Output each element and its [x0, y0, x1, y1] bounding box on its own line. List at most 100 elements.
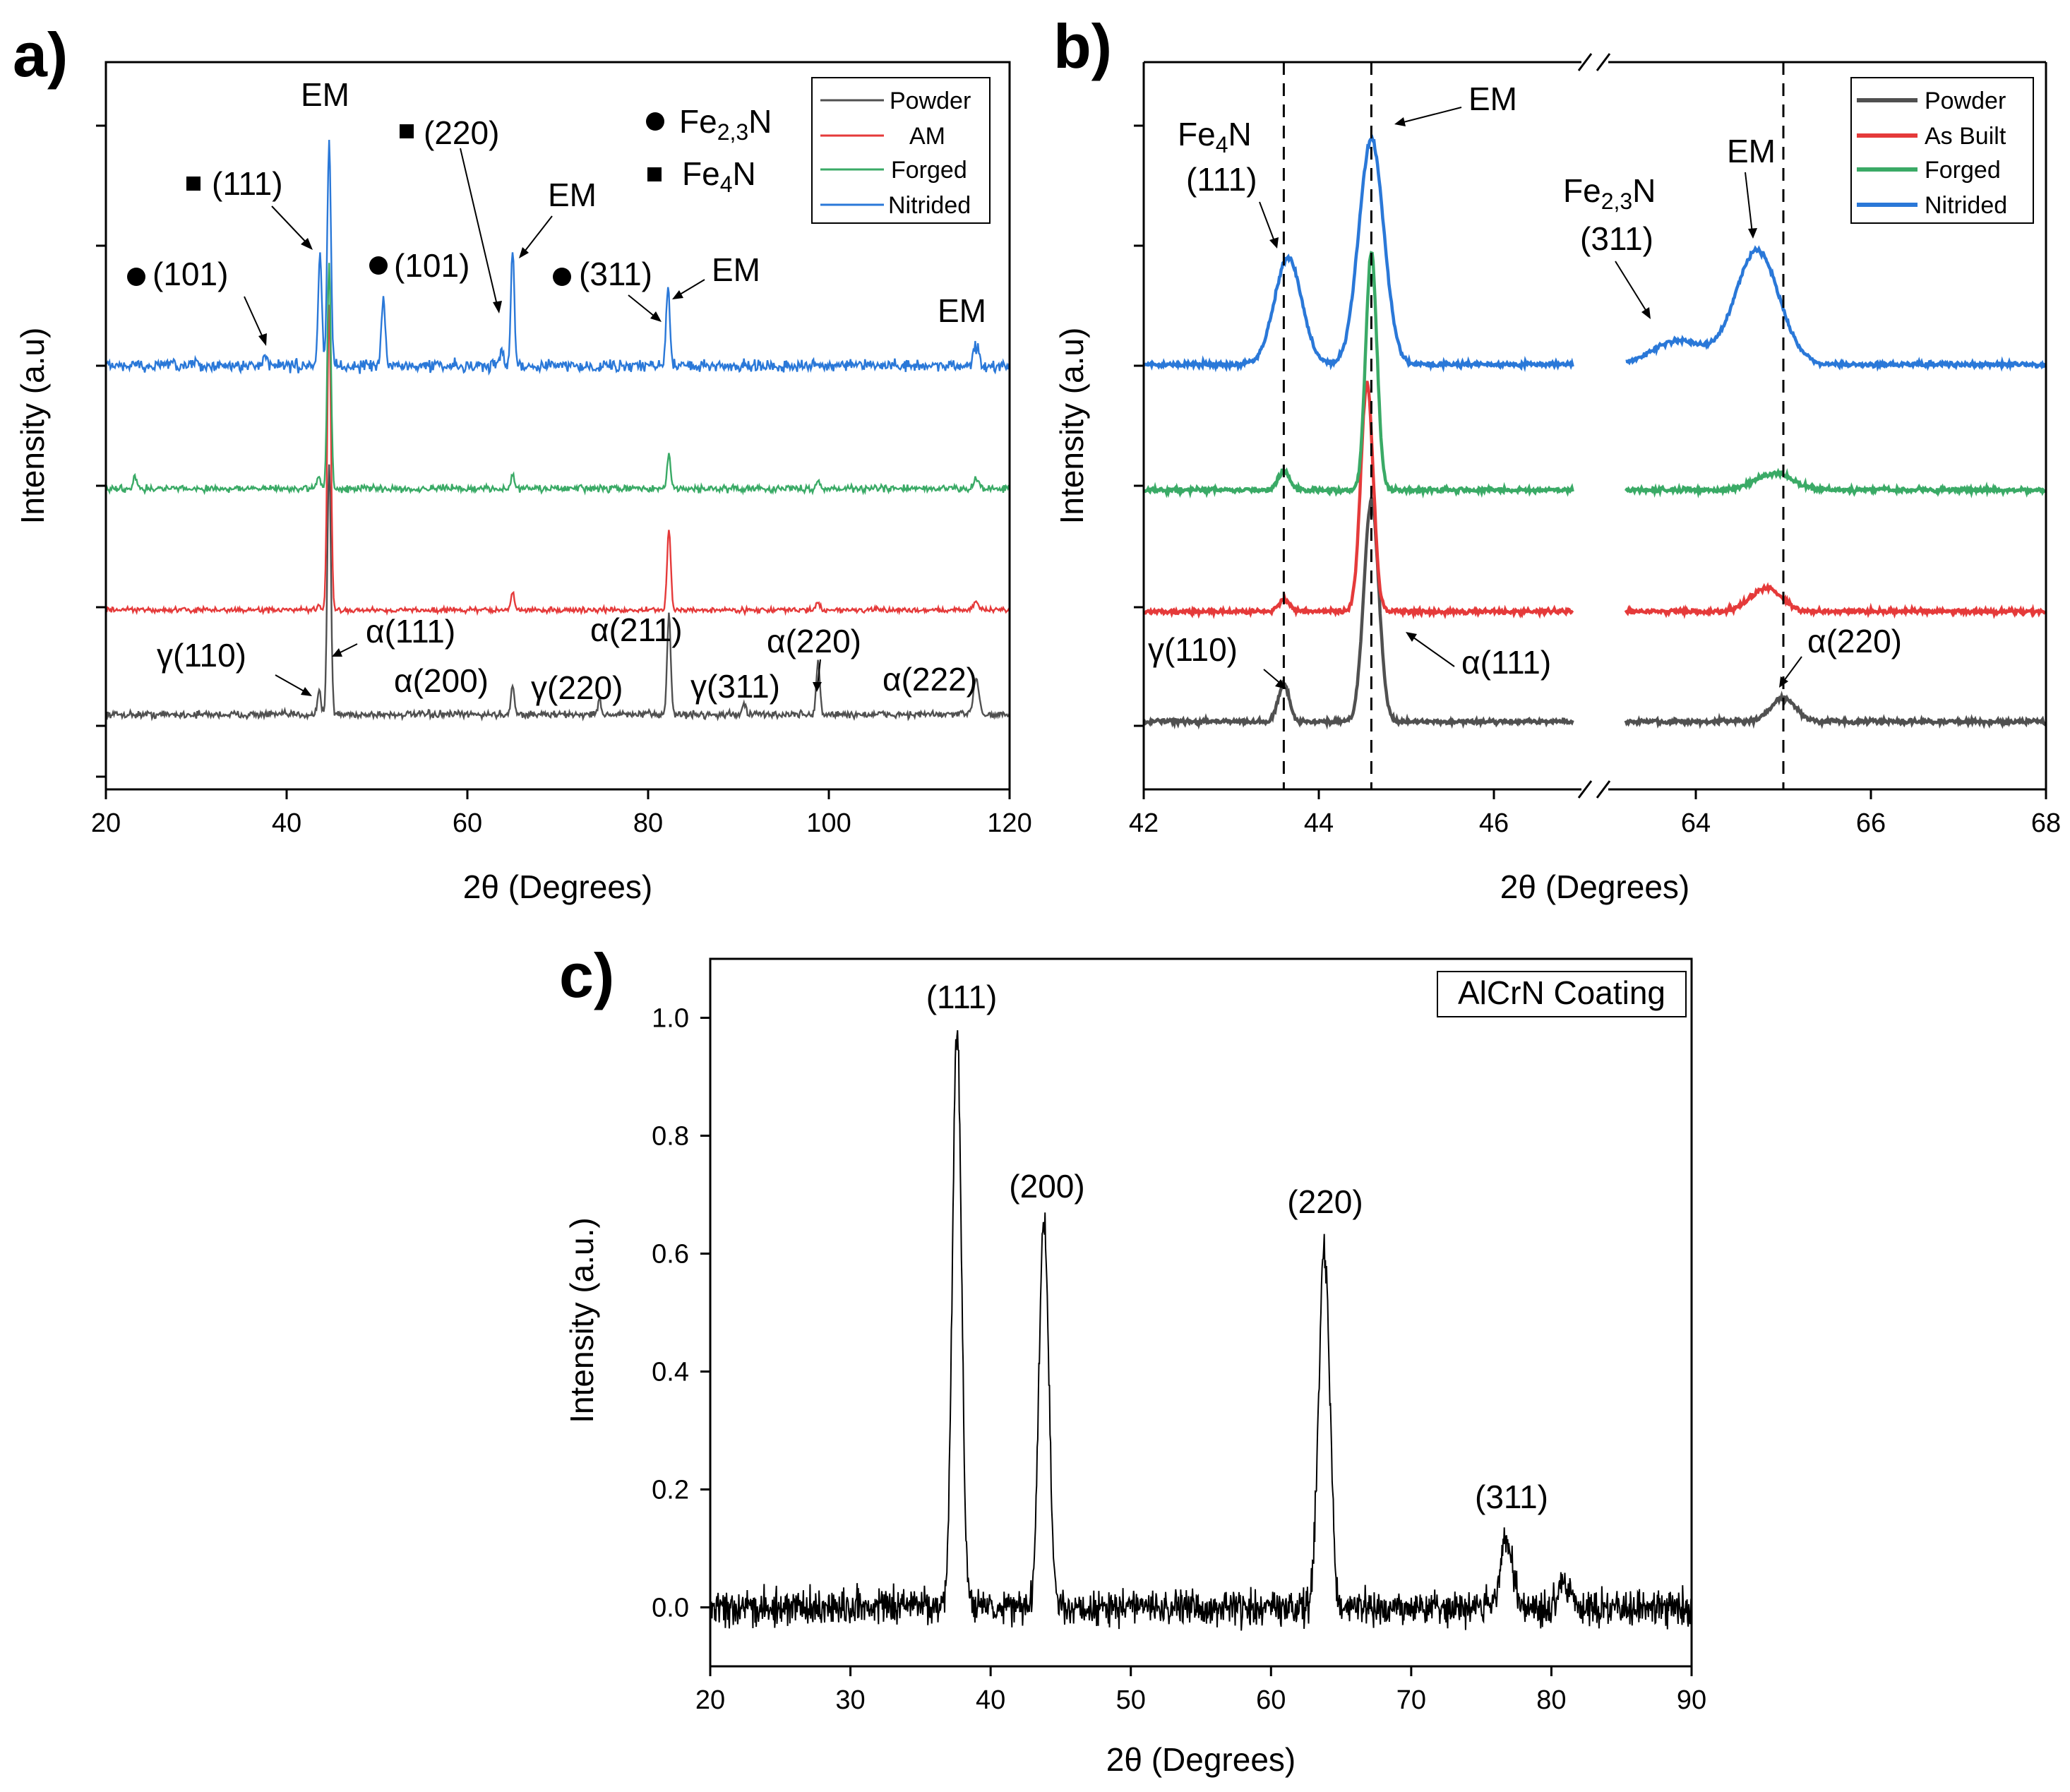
- arrowhead-a-220: [493, 301, 502, 313]
- panel-a-legend: Powder AM Forged Nitrided: [811, 77, 991, 224]
- c-xtick-label: 90: [1677, 1685, 1706, 1715]
- panel-a-fe23n-101a: (101): [152, 256, 228, 292]
- arrowhead-a-a220: [813, 682, 822, 692]
- fe23n-marker-101a: [127, 268, 145, 286]
- legend-a-powder: Powder: [890, 88, 971, 114]
- c-xtick-label: 80: [1536, 1685, 1566, 1715]
- series-b-forged: [1143, 251, 1574, 499]
- panel-a-key-fe23n: Fe2,3N: [679, 103, 772, 145]
- axis-break-top-slash-1: [1577, 53, 1593, 71]
- panel-a-frame: [104, 61, 1011, 791]
- arrowhead-b-fe23n: [1641, 307, 1651, 319]
- panel-a-a200: α(200): [394, 662, 489, 699]
- arrowhead-a-a111: [332, 648, 342, 657]
- legend-b-asbuilt: As Built: [1925, 123, 2006, 150]
- panel-a-fe4n-111: (111): [212, 165, 283, 202]
- axis-break-bottom-slash-2: [1596, 780, 1611, 799]
- panel-c-peak-200: (200): [1009, 1168, 1084, 1205]
- b-xtick-label: 42: [1129, 808, 1159, 838]
- legend-b-forged: Forged: [1925, 157, 2001, 184]
- panel-c-frame: [709, 957, 1693, 1668]
- panel-c-ticks: 20 30 40 50 60 70 80 90 0.0 0.2 0.4 0.6 0.8 1.0: [652, 1004, 1706, 1716]
- arrow-a-101a: [244, 296, 265, 342]
- fe4n-marker-key: [647, 167, 662, 181]
- b-xtick-label: 66: [1856, 808, 1886, 838]
- legend-b-powder: Powder: [1925, 88, 2006, 114]
- arrow-b-em44: [1400, 107, 1462, 124]
- fe4n-marker-111: [186, 177, 201, 191]
- arrowhead-b-em65: [1748, 228, 1757, 239]
- arrowhead-b-a111: [1406, 632, 1417, 642]
- panel-a-curves: [104, 140, 1011, 722]
- arrowhead-a-g110: [301, 687, 312, 696]
- arrow-a-em65: [522, 215, 553, 255]
- c-xtick-label: 20: [695, 1685, 725, 1715]
- panel-a-a211: α(211): [590, 611, 683, 648]
- c-xtick-label: 40: [976, 1685, 1005, 1715]
- panel-a-g311: γ(311): [690, 668, 780, 705]
- panel-a-fe23n-101b: (101): [394, 247, 469, 284]
- a-xtick-label: 60: [453, 808, 482, 838]
- arrow-a-g110: [275, 674, 309, 694]
- fe23n-marker-key: [646, 112, 664, 131]
- panel-b-xlabel: 2θ (Degrees): [1500, 868, 1689, 905]
- panel-b-legend: Powder As Built Forged Nitrided: [1850, 77, 2034, 224]
- arrowhead-a-em65: [519, 247, 529, 258]
- c-ytick-label: 0.6: [652, 1240, 689, 1270]
- panel-a-em-top: EM: [301, 76, 349, 113]
- panel-a-label: a): [13, 20, 68, 90]
- panel-c-label: c): [559, 940, 614, 1010]
- panel-c-ylabel: Intensity (a.u.): [563, 1217, 600, 1423]
- panel-c-peak-111: (111): [926, 979, 998, 1015]
- a-xtick-label: 100: [806, 808, 851, 838]
- arrowhead-b-fe4n: [1269, 237, 1279, 249]
- arrowhead-a-311: [650, 311, 662, 322]
- panel-b-a220: α(220): [1807, 623, 1902, 659]
- panel-b-em-44: EM: [1468, 80, 1517, 117]
- arrow-b-a111: [1410, 635, 1455, 667]
- panel-a: a) 20 40 60 80 100 120 2θ (Degrees) Intensity…: [13, 20, 1032, 905]
- panel-a-em-82: EM: [712, 251, 760, 288]
- panel-c: c) 20 30 40 50 60 70 80 90 0.0 0.2 0.4 0.6 0.8 1.0 2θ…: [559, 940, 1706, 1778]
- c-ytick-label: 0.0: [652, 1594, 689, 1623]
- fe23n-marker-311: [553, 268, 571, 286]
- panel-b-a111: α(111): [1461, 644, 1551, 681]
- arrow-a-220: [460, 148, 498, 309]
- b-xtick-label: 46: [1479, 808, 1509, 838]
- panel-c-legend-label: AlCrN Coating: [1458, 974, 1665, 1011]
- arrow-a-a111: [337, 643, 358, 655]
- series-b-powder: [1624, 691, 2047, 729]
- legend-a-nitrided: Nitrided: [888, 192, 971, 219]
- c-ytick-label: 0.4: [652, 1358, 689, 1387]
- series-b-powder: [1142, 493, 1574, 730]
- arrowhead-a-111: [301, 238, 313, 250]
- arrowhead-b-a220: [1779, 676, 1788, 688]
- panel-a-em-65: EM: [548, 177, 597, 213]
- panel-a-xlabel: 2θ (Degrees): [463, 868, 652, 905]
- arrowhead-a-em82: [672, 290, 683, 299]
- a-xtick-label: 80: [633, 808, 663, 838]
- panel-b-ylabel: Intensity (a.u): [1053, 328, 1090, 525]
- axis-break-bottom-slash-1: [1577, 780, 1593, 799]
- series-c-alcrn: [710, 1030, 1692, 1631]
- panel-c-curves: [710, 1030, 1692, 1631]
- legend-a-am: AM: [909, 123, 945, 150]
- panel-c-peak-311: (311): [1475, 1479, 1548, 1515]
- panel-a-a220: α(220): [767, 623, 861, 659]
- series-b-nitrided: [1142, 134, 1574, 373]
- panel-b-curves: [1142, 134, 2047, 730]
- series-a-nitrided: [105, 140, 1011, 376]
- b-xtick-label: 64: [1681, 808, 1711, 838]
- panel-c-xlabel: 2θ (Degrees): [1106, 1741, 1296, 1778]
- arrowhead-b-g110: [1275, 679, 1286, 689]
- series-b-nitrided: [1625, 245, 2047, 372]
- panel-a-fe4n-220: (220): [424, 114, 499, 151]
- arrowhead-b-em44: [1394, 117, 1406, 126]
- fe4n-marker-220: [400, 124, 414, 138]
- panel-c-legend-box: [1437, 971, 1687, 1017]
- c-xtick-label: 70: [1396, 1685, 1426, 1715]
- series-b-as-built: [1624, 582, 2046, 619]
- panel-b-reference-lines: [1282, 62, 1785, 789]
- b-xtick-label: 68: [2031, 808, 2061, 838]
